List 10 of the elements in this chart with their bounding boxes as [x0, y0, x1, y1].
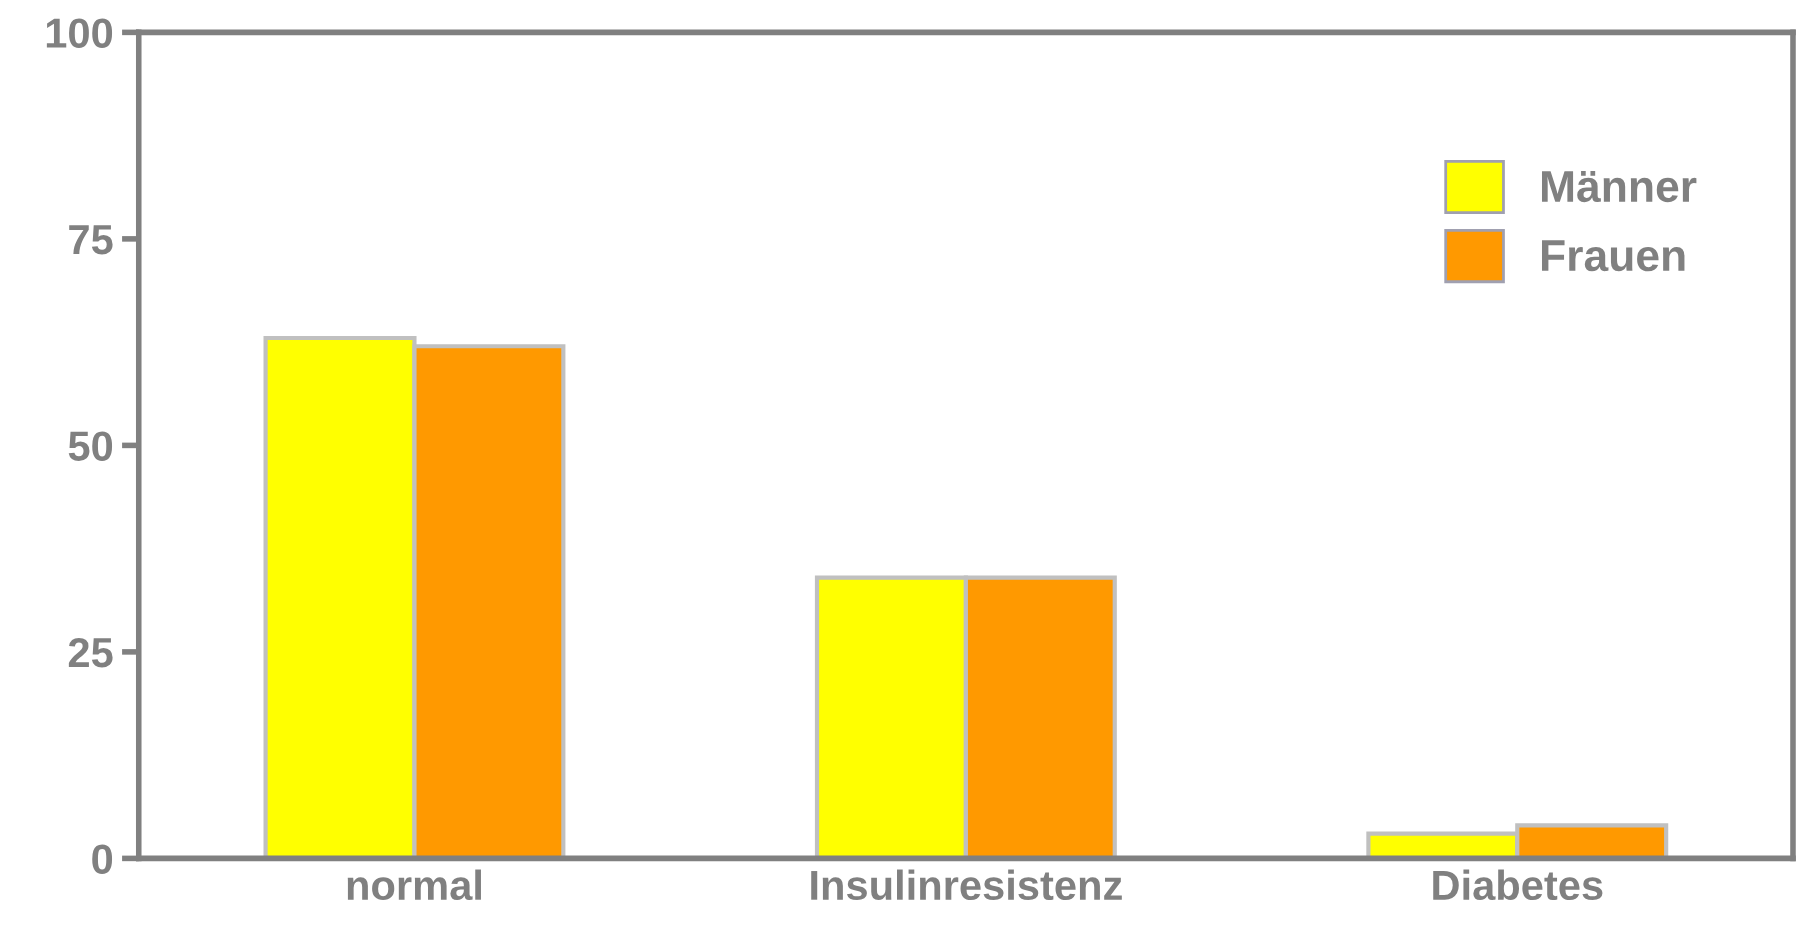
y-tick-label: 50 [68, 431, 113, 461]
x-tick-label: Diabetes [1433, 869, 1603, 901]
y-tick-label: 25 [68, 637, 113, 668]
legend-label: Männer [1542, 170, 1697, 203]
y-tick-label: 100 [46, 18, 113, 48]
y-tick-label: 0 [92, 844, 113, 874]
y-tick-label: 75 [69, 225, 113, 255]
x-tick-label: normal [347, 869, 481, 901]
x-tick-label: Insulinresistenz [811, 869, 1122, 901]
legend-label: Frauen [1542, 240, 1685, 272]
